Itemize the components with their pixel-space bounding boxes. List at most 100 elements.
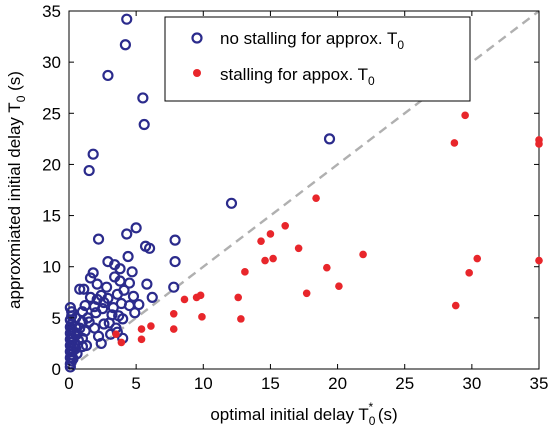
- data-point-stalling: [169, 309, 178, 318]
- data-point-stalling: [257, 237, 265, 245]
- data-point-stalling: [461, 111, 469, 120]
- data-point-no-stalling: [168, 281, 180, 293]
- data-point-stalling: [198, 313, 206, 321]
- data-point-no-stalling: [141, 278, 153, 290]
- y-axis-label: approxmiated initial delay T0 (s): [5, 71, 28, 309]
- data-point-stalling: [450, 139, 459, 147]
- series-1: [112, 111, 543, 347]
- legend-label-stalling: stalling for appox. T0: [220, 65, 375, 88]
- data-point-no-stalling: [169, 256, 181, 268]
- data-point-stalling: [147, 322, 155, 330]
- data-point-no-stalling: [117, 313, 129, 325]
- data-point-stalling: [281, 222, 290, 230]
- data-point-no-stalling: [121, 13, 133, 25]
- data-point-stalling: [137, 335, 146, 344]
- data-point-stalling: [137, 325, 146, 333]
- y-tick-label: 15: [42, 207, 61, 226]
- data-point-no-stalling: [123, 277, 136, 289]
- data-point-stalling: [117, 338, 126, 347]
- data-point-no-stalling: [80, 339, 93, 352]
- reference-line: [68, 10, 540, 370]
- legend-label-no-stalling: no stalling for approx. T0: [220, 29, 404, 52]
- data-point-no-stalling: [121, 228, 133, 240]
- x-tick-label: 30: [462, 374, 481, 393]
- data-point-no-stalling: [127, 290, 140, 302]
- data-point-no-stalling: [102, 69, 114, 82]
- x-tick-label: 25: [395, 374, 414, 393]
- data-point-no-stalling: [64, 302, 76, 314]
- data-point-stalling: [234, 293, 242, 302]
- data-point-no-stalling: [76, 306, 89, 318]
- legend-marker-no-stalling: [191, 32, 203, 44]
- data-point-no-stalling: [92, 233, 105, 245]
- x-tick-label: 0: [64, 374, 73, 393]
- data-point-stalling: [261, 256, 269, 265]
- data-point-stalling: [266, 230, 275, 238]
- data-point-stalling: [335, 282, 343, 290]
- data-point-stalling: [451, 301, 460, 310]
- data-point-no-stalling: [133, 298, 145, 311]
- data-point-stalling: [535, 140, 543, 148]
- data-point-stalling: [312, 194, 320, 202]
- points-layer: [64, 13, 543, 373]
- x-tick-label: 10: [194, 374, 213, 393]
- data-point-stalling: [241, 268, 249, 276]
- data-point-no-stalling: [169, 234, 181, 246]
- y-axis-label-subscript: 0: [14, 95, 28, 102]
- data-point-no-stalling: [79, 325, 91, 337]
- data-point-no-stalling: [146, 291, 158, 303]
- data-point-stalling: [269, 254, 277, 263]
- reference-line-layer: [68, 10, 540, 370]
- data-point-no-stalling: [323, 133, 336, 145]
- data-point-no-stalling: [225, 197, 238, 209]
- y-tick-label: 30: [42, 53, 61, 72]
- legend: no stalling for approx. T0 stalling for …: [164, 16, 471, 102]
- data-point-stalling: [237, 315, 245, 323]
- x-tick-label: 5: [131, 374, 140, 393]
- x-tick-label: 20: [328, 374, 347, 393]
- data-point-no-stalling: [100, 281, 113, 293]
- data-point-no-stalling: [83, 164, 95, 177]
- data-point-no-stalling: [96, 303, 109, 315]
- data-point-no-stalling: [122, 250, 134, 263]
- data-point-no-stalling: [143, 242, 156, 254]
- data-point-stalling: [473, 254, 482, 263]
- data-point-no-stalling: [106, 309, 118, 321]
- data-point-no-stalling: [137, 92, 149, 104]
- ticks-layer: 0 5 10 15 20 25 30 35 0 5 10 15 20 25 30 35: [42, 2, 548, 393]
- data-point-no-stalling: [126, 266, 138, 278]
- data-point-no-stalling: [130, 222, 142, 234]
- data-point-no-stalling: [118, 284, 130, 296]
- x-axis-label-text: optimal initial delay T: [210, 405, 368, 424]
- y-tick-label: 0: [52, 360, 61, 379]
- data-point-stalling: [465, 269, 473, 277]
- data-point-no-stalling: [119, 39, 132, 51]
- data-point-stalling: [535, 256, 543, 265]
- y-tick-label: 20: [42, 155, 61, 174]
- data-point-stalling: [169, 325, 178, 333]
- data-point-stalling: [359, 250, 367, 259]
- data-point-no-stalling: [78, 283, 90, 295]
- x-axis-label-unit: (s): [373, 405, 398, 424]
- data-point-no-stalling: [71, 348, 83, 360]
- data-point-no-stalling: [87, 148, 99, 160]
- x-axis-label: optimal initial delay T0* (s): [210, 400, 397, 428]
- y-tick-label: 10: [42, 258, 61, 277]
- data-point-stalling: [294, 244, 303, 253]
- data-point-stalling: [180, 295, 189, 304]
- x-axis-label-subscript: 0: [369, 414, 376, 428]
- x-tick-label: 35: [530, 374, 549, 393]
- y-tick-label: 25: [42, 104, 61, 123]
- data-point-stalling: [112, 330, 120, 339]
- data-point-no-stalling: [74, 283, 86, 295]
- legend-box: [164, 16, 471, 102]
- y-axis-label-unit: (s): [5, 71, 24, 96]
- x-tick-label: 15: [261, 374, 280, 393]
- data-point-no-stalling: [98, 318, 110, 330]
- y-tick-label: 35: [42, 2, 61, 21]
- data-point-stalling: [302, 289, 311, 298]
- data-point-no-stalling: [138, 118, 150, 131]
- data-point-stalling: [196, 291, 205, 300]
- y-tick-label: 5: [52, 309, 61, 328]
